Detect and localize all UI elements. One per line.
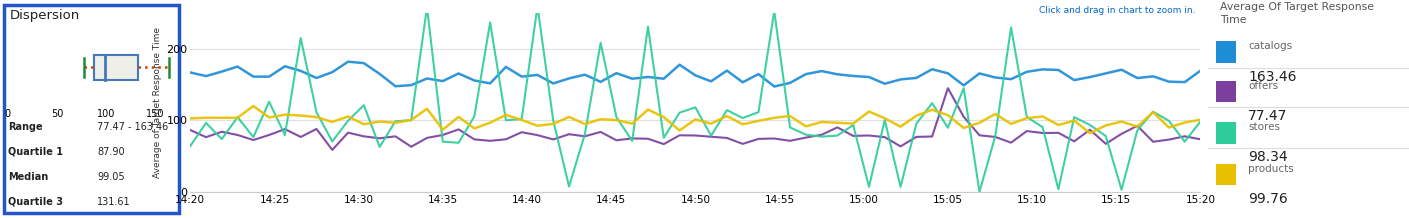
Text: Median: Median bbox=[8, 172, 48, 182]
Text: 99.05: 99.05 bbox=[97, 172, 124, 182]
Bar bbox=[1216, 81, 1236, 102]
Text: Click and drag in chart to zoom in.: Click and drag in chart to zoom in. bbox=[1038, 6, 1195, 15]
Text: catalogs: catalogs bbox=[1248, 41, 1292, 51]
Bar bbox=[94, 54, 138, 80]
Bar bbox=[1216, 41, 1236, 63]
Text: products: products bbox=[1248, 164, 1293, 174]
Text: offers: offers bbox=[1248, 81, 1278, 91]
Text: 87.90: 87.90 bbox=[97, 147, 124, 157]
Text: Range: Range bbox=[8, 122, 42, 131]
Text: 131.61: 131.61 bbox=[97, 197, 131, 207]
Text: stores: stores bbox=[1248, 122, 1281, 132]
Bar bbox=[1216, 122, 1236, 144]
Bar bbox=[1216, 164, 1236, 185]
Text: Dispersion: Dispersion bbox=[10, 9, 80, 22]
Text: 163.46: 163.46 bbox=[1248, 70, 1296, 84]
Text: 99.76: 99.76 bbox=[1248, 192, 1288, 206]
Text: Average Of Target Response
Time: Average Of Target Response Time bbox=[1220, 2, 1374, 25]
Y-axis label: Average of Target Response Time: Average of Target Response Time bbox=[154, 27, 162, 178]
Text: Quartile 1: Quartile 1 bbox=[8, 147, 63, 157]
Text: 77.47 - 163.46: 77.47 - 163.46 bbox=[97, 122, 168, 131]
Text: Quartile 3: Quartile 3 bbox=[8, 197, 63, 207]
Text: 98.34: 98.34 bbox=[1248, 150, 1288, 164]
Text: 77.47: 77.47 bbox=[1248, 109, 1288, 123]
